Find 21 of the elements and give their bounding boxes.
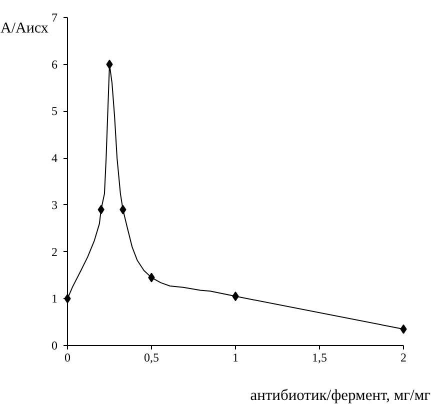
y-tick-label: 5: [52, 104, 58, 118]
y-tick-label: 3: [52, 198, 58, 212]
y-tick-label: 1: [52, 292, 58, 306]
point: [98, 204, 104, 214]
x-tick-label: 0: [64, 350, 70, 364]
point: [232, 292, 239, 302]
y-tick-label: 7: [52, 10, 58, 24]
point: [120, 204, 126, 214]
x-tick-label: 2: [400, 350, 406, 364]
x-tick-label: 1: [232, 350, 238, 364]
y-tick-label: 6: [52, 57, 58, 72]
y-tick-label: 2: [52, 244, 58, 259]
y-tick-label: 4: [52, 151, 58, 166]
x-tick-label: 0,5: [144, 350, 159, 364]
x-axis-title: антибиотик/фермент, мг/мг: [250, 387, 431, 404]
y-tick-label: 0: [52, 338, 58, 352]
x-tick-label: 1,5: [312, 350, 327, 364]
point: [106, 60, 113, 70]
y-axis-title: A/Aисх: [0, 20, 49, 36]
point: [148, 272, 155, 282]
point: [400, 324, 407, 334]
